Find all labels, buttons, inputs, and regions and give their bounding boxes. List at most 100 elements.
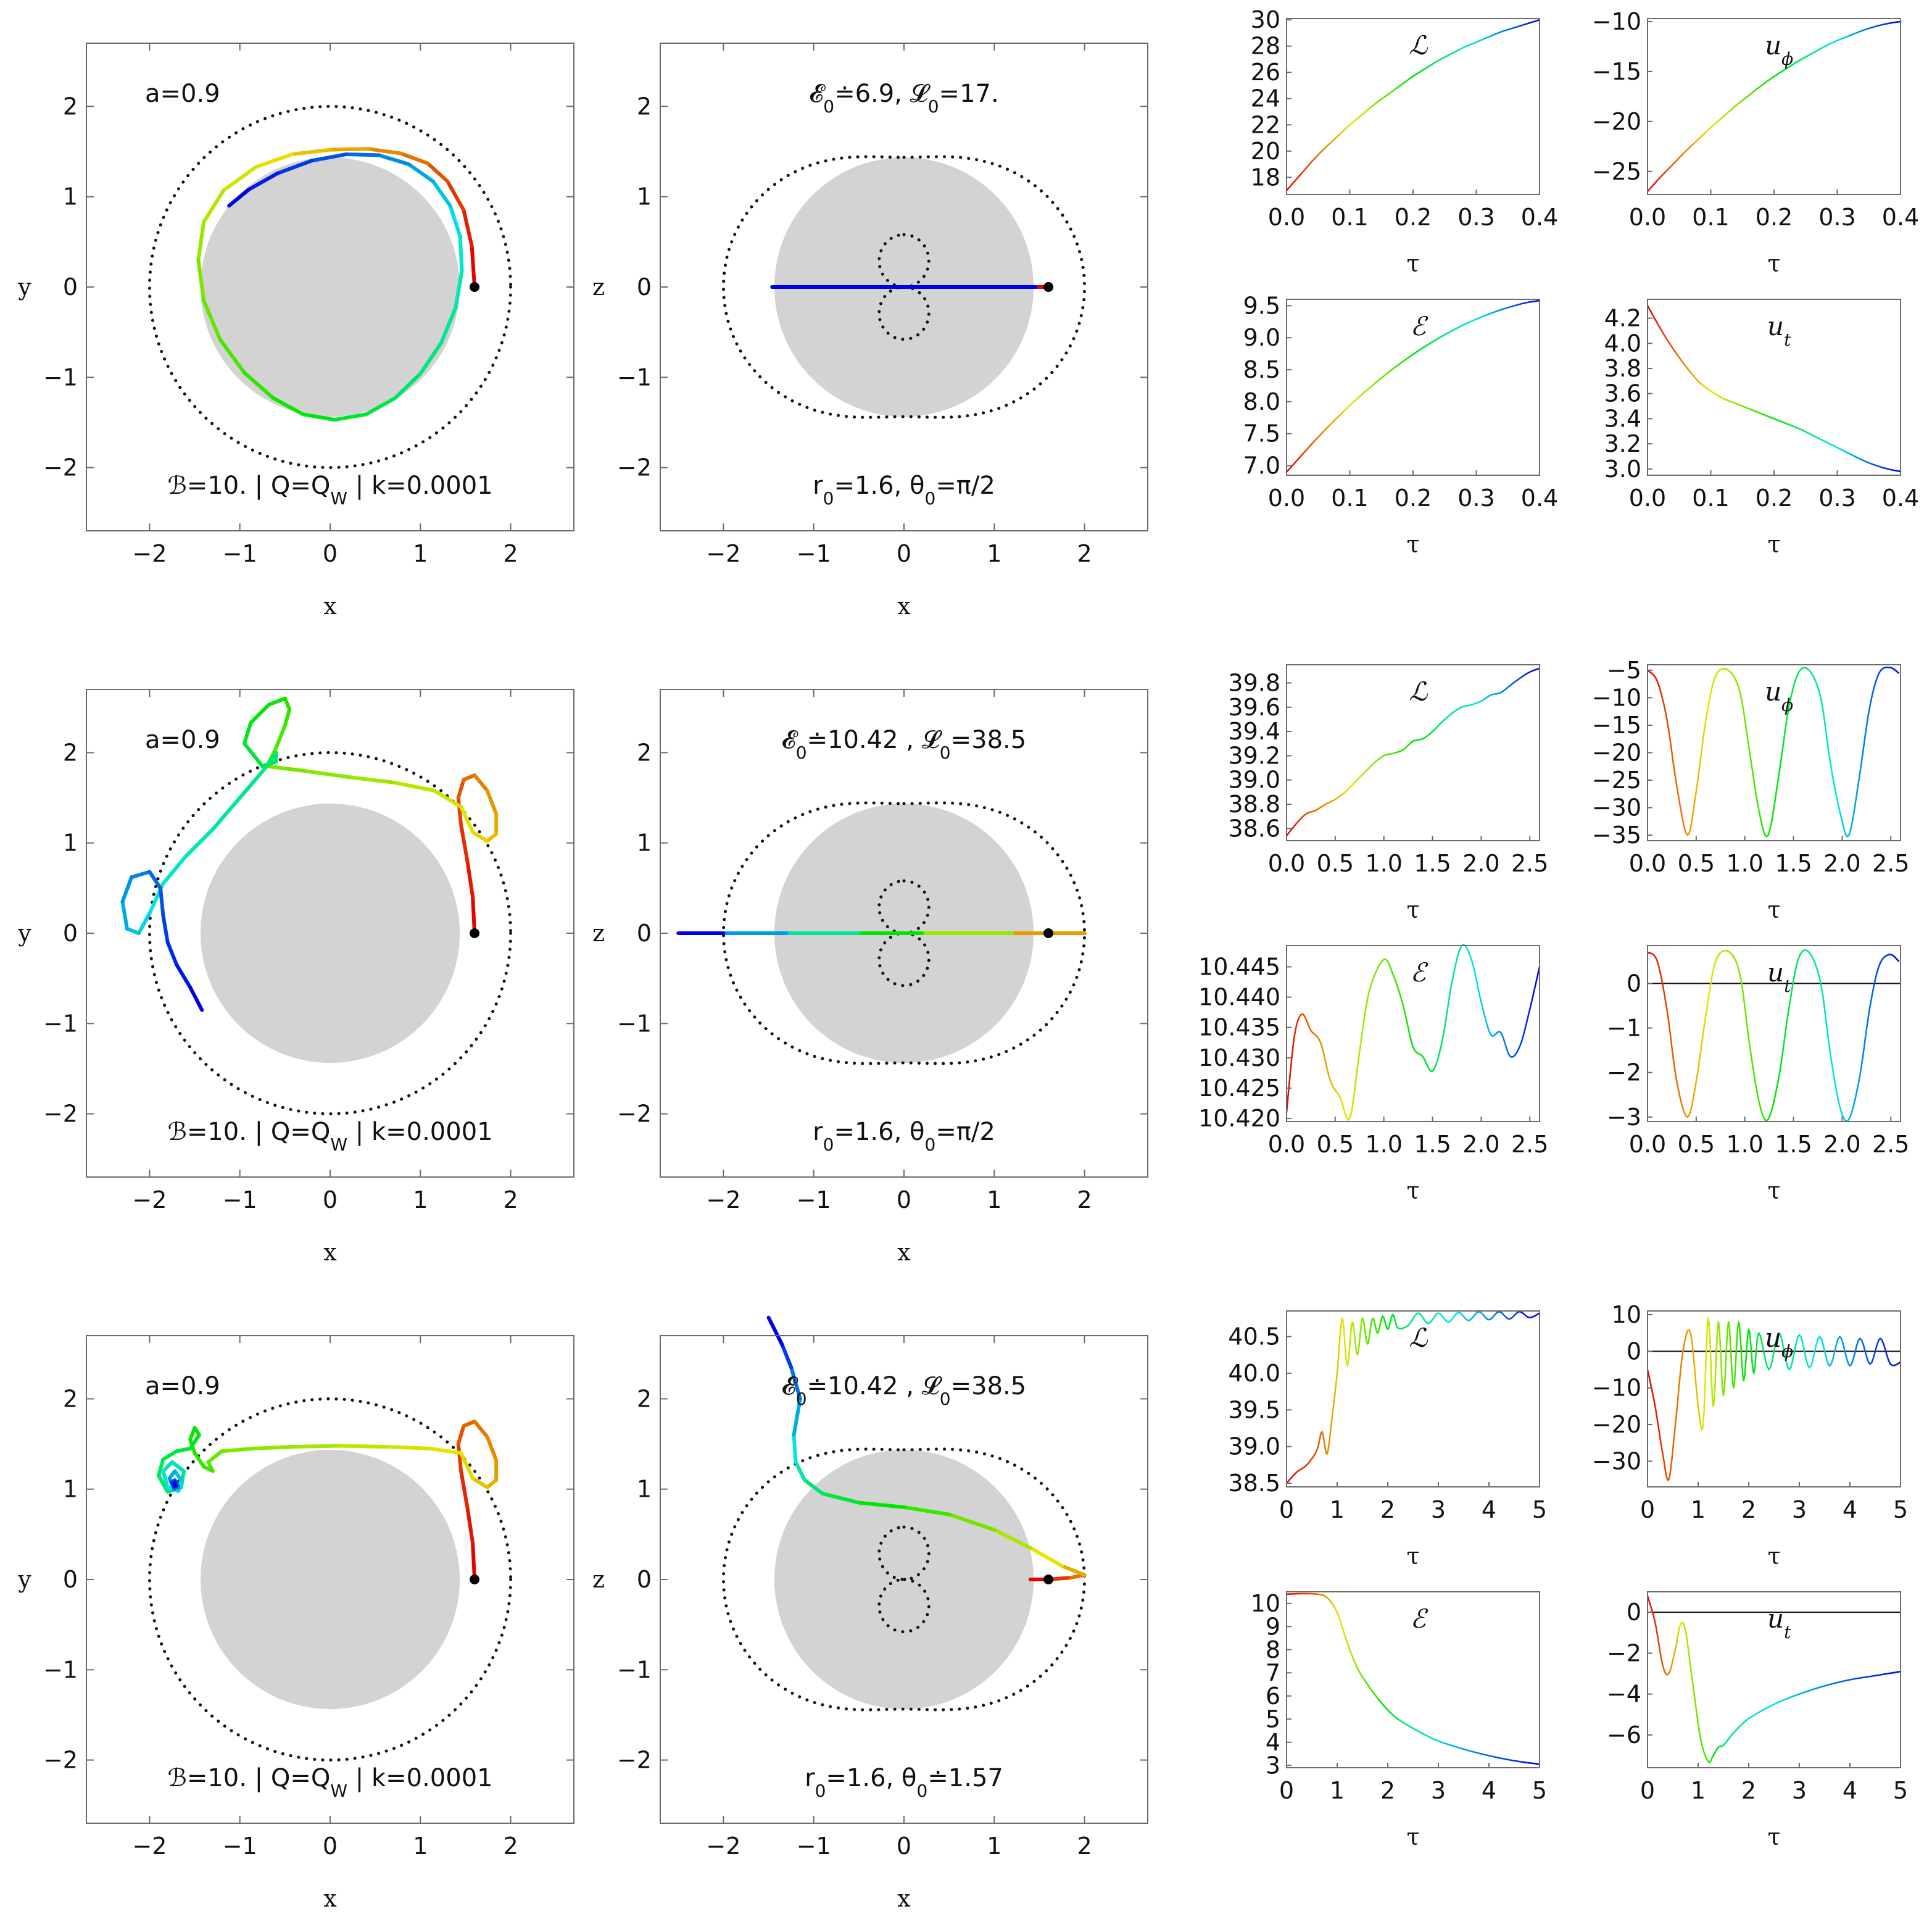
series-segment	[1897, 959, 1900, 962]
series-segment	[1859, 1066, 1862, 1078]
subscript: 0	[796, 1389, 807, 1409]
trajectory-segment	[456, 1424, 466, 1446]
x-tick-label: 0.2	[1395, 485, 1432, 512]
y-tick-label: 10.425	[1198, 1075, 1280, 1102]
plot-frame	[1286, 1591, 1540, 1768]
y-axis-label: z	[592, 273, 605, 301]
y-tick-label: 10.445	[1198, 953, 1280, 980]
series-segment	[1664, 710, 1668, 721]
y-tick-label: −1	[617, 1656, 652, 1683]
x-tick-label: −1	[797, 540, 831, 567]
series-segment	[1368, 1331, 1371, 1339]
text-run: u	[1765, 676, 1781, 707]
trajectory-segment	[170, 1460, 186, 1473]
text-run: =π/2	[935, 472, 995, 500]
series-segment	[1832, 1350, 1836, 1359]
trajectory-segment	[238, 764, 269, 800]
x-axis-label: x	[323, 1885, 336, 1912]
series-segment	[1681, 816, 1685, 827]
series-segment	[1818, 689, 1822, 699]
series-segment	[1757, 1096, 1760, 1105]
series-segment	[1709, 686, 1714, 695]
x-tick-label: 0.3	[1818, 485, 1855, 512]
y-axis-label: z	[592, 920, 605, 947]
series-segment	[1659, 690, 1663, 698]
trajectory-segment	[766, 1315, 784, 1347]
initial-conditions-label: r0=1.6, θ0=π/2	[813, 472, 995, 509]
series-segment	[1834, 1343, 1838, 1352]
series-segment	[1406, 1019, 1409, 1029]
series-segment	[1708, 693, 1712, 702]
series-segment	[1867, 708, 1870, 719]
series-segment	[1344, 1112, 1348, 1119]
trajectory-segment	[265, 751, 278, 768]
series-segment	[1737, 685, 1741, 693]
x-axis-label: x	[897, 1885, 910, 1912]
y-tick-label: 8	[1266, 1636, 1280, 1663]
y-tick-label: −10	[1592, 1375, 1641, 1402]
x-tick-label: 1.5	[1414, 1131, 1451, 1158]
series-segment	[1746, 1333, 1749, 1344]
y-tick-label: 10.430	[1198, 1044, 1280, 1071]
y-tick-label: −2	[43, 1100, 78, 1128]
series-segment	[1873, 976, 1877, 986]
series-segment	[1865, 1019, 1869, 1033]
series-segment	[1741, 983, 1744, 996]
y-tick-label: −30	[1592, 1447, 1641, 1475]
series-segment	[1701, 1744, 1704, 1751]
series-segment	[1778, 1066, 1781, 1078]
trajectory-segment	[220, 1446, 255, 1454]
inner-lobes-curve	[877, 1525, 931, 1634]
y-tick-label: −2	[1607, 1639, 1641, 1666]
y-tick-label: −1	[43, 1010, 78, 1037]
series-segment	[1338, 1339, 1341, 1353]
y-tick-label: 3.4	[1604, 405, 1641, 432]
trajectory-segment	[206, 1449, 224, 1464]
series-segment	[1663, 703, 1667, 712]
series-segment	[1671, 751, 1675, 765]
series-segment	[1747, 741, 1751, 754]
series-segment	[1361, 1018, 1365, 1031]
series-segment	[1833, 1075, 1836, 1086]
subscript: 0	[796, 743, 807, 763]
series-segment	[1788, 699, 1791, 710]
series-segment	[1706, 993, 1710, 1005]
panel-series-row1-4: 0.0 0.1 0.2 0.3 0.4 3.03.23.43.63.84.04.2 τ ut	[1604, 299, 1919, 558]
x-tick-label: 2	[1077, 1833, 1092, 1860]
series-segment	[1729, 1337, 1732, 1355]
series-segment	[1740, 1349, 1743, 1366]
x-tick-label: 0.0	[1268, 485, 1305, 512]
series-segment	[1324, 1060, 1328, 1070]
series-segment	[1800, 1336, 1804, 1344]
series-segment	[1822, 705, 1825, 718]
horizon-disk	[200, 803, 460, 1063]
y-tick-label: −25	[1592, 767, 1641, 794]
trajectory-segment	[249, 702, 271, 725]
series-segment	[1530, 993, 1535, 1003]
series-segment	[1454, 1745, 1461, 1749]
series-segment	[1688, 1654, 1691, 1667]
y-tick-label: −35	[1592, 822, 1641, 849]
y-tick-label: −1	[617, 364, 652, 391]
series-segment	[1525, 1015, 1529, 1024]
series-segment	[1849, 1109, 1854, 1117]
series-segment	[1359, 1328, 1362, 1338]
y-tick-label: 6	[1266, 1683, 1280, 1710]
trajectory-segment	[193, 1451, 206, 1469]
x-tick-label: 0.0	[1268, 204, 1305, 231]
y-tick-label: −1	[43, 364, 78, 391]
series-segment	[1364, 1329, 1367, 1338]
text-run: =1.6,	[834, 1118, 910, 1146]
series-segment	[1820, 1337, 1824, 1345]
series-segment	[1349, 1111, 1353, 1120]
trajectory-segment	[432, 788, 463, 809]
series-segment	[1768, 1704, 1775, 1708]
text-run: =17.	[939, 80, 999, 108]
trajectory-segment	[130, 870, 152, 880]
series-segment	[1689, 1665, 1693, 1678]
series-segment	[1770, 1359, 1773, 1368]
series-segment	[1656, 1413, 1659, 1423]
series-segment	[1672, 1059, 1676, 1072]
y-tick-label: −2	[617, 1747, 652, 1774]
series-segment	[1698, 754, 1702, 770]
